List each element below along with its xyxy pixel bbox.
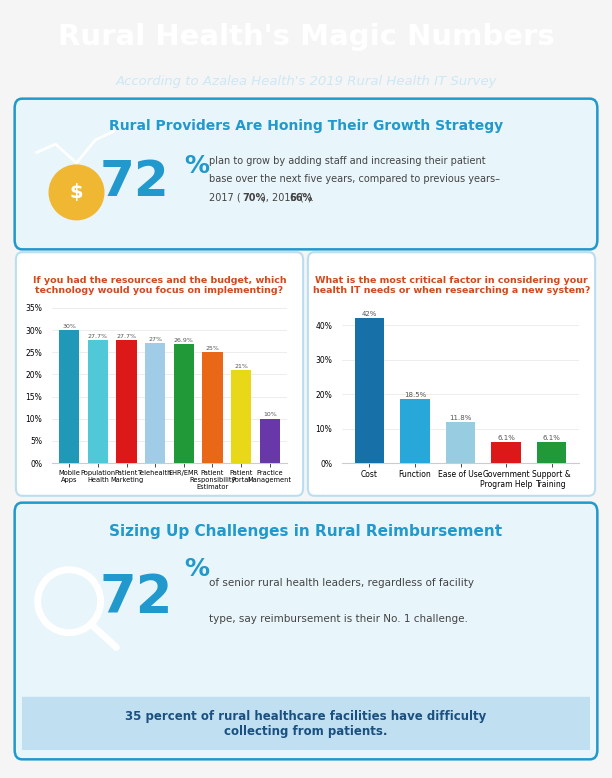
Text: ).: ). [307, 193, 314, 203]
Bar [354, 318, 384, 463]
Text: ), 2015 (: ), 2015 ( [262, 193, 304, 203]
Bar [116, 340, 136, 463]
Bar [203, 352, 223, 463]
Text: 18.5%: 18.5% [404, 392, 426, 398]
Text: 42%: 42% [362, 311, 377, 317]
Text: of senior rural health leaders, regardless of facility: of senior rural health leaders, regardle… [209, 578, 474, 588]
Text: According to Azalea Health's 2019 Rural Health IT Survey: According to Azalea Health's 2019 Rural … [115, 75, 497, 89]
Text: Sizing Up Challenges in Rural Reimbursement: Sizing Up Challenges in Rural Reimbursem… [110, 524, 502, 539]
Text: base over the next five years, compared to previous years–: base over the next five years, compared … [209, 174, 501, 184]
Text: 27.7%: 27.7% [116, 334, 136, 339]
Text: Rural Health's Magic Numbers: Rural Health's Magic Numbers [58, 23, 554, 51]
Circle shape [49, 165, 104, 219]
Text: 72: 72 [100, 158, 170, 206]
Bar [174, 344, 194, 463]
FancyBboxPatch shape [19, 697, 593, 752]
Text: If you had the resources and the budget, which
technology would you focus on imp: If you had the resources and the budget,… [32, 276, 286, 296]
Text: 30%: 30% [62, 324, 76, 329]
Bar [59, 330, 79, 463]
Text: 26.9%: 26.9% [174, 338, 194, 342]
Text: 21%: 21% [234, 363, 248, 369]
Text: Rural Providers Are Honing Their Growth Strategy: Rural Providers Are Honing Their Growth … [109, 118, 503, 132]
Text: 6.1%: 6.1% [543, 435, 561, 440]
Text: 70%: 70% [242, 193, 266, 203]
Bar [537, 442, 567, 463]
Text: 27%: 27% [148, 337, 162, 342]
Text: 35 percent of rural healthcare facilities have difficulty
collecting from patien: 35 percent of rural healthcare facilitie… [125, 710, 487, 738]
Text: 72: 72 [99, 572, 173, 624]
Text: What is the most critical factor in considering your
health IT needs or when res: What is the most critical factor in cons… [313, 276, 590, 296]
Bar [400, 399, 430, 463]
Text: 66%: 66% [289, 193, 312, 203]
Text: %: % [184, 557, 209, 581]
Text: 10%: 10% [263, 412, 277, 417]
Bar [231, 370, 251, 463]
Bar [259, 419, 280, 463]
Bar [446, 422, 476, 463]
Bar [145, 343, 165, 463]
Text: plan to grow by adding staff and increasing their patient: plan to grow by adding staff and increas… [209, 156, 486, 166]
Text: 2017 (: 2017 ( [209, 193, 241, 203]
Text: 27.7%: 27.7% [88, 334, 108, 339]
Text: %: % [184, 154, 209, 178]
Text: 6.1%: 6.1% [497, 435, 515, 440]
Bar [491, 442, 521, 463]
Text: 25%: 25% [206, 346, 220, 351]
Bar [88, 340, 108, 463]
Text: 11.8%: 11.8% [449, 415, 472, 421]
Text: type, say reimbursement is their No. 1 challenge.: type, say reimbursement is their No. 1 c… [209, 614, 468, 624]
Text: $: $ [70, 183, 83, 202]
